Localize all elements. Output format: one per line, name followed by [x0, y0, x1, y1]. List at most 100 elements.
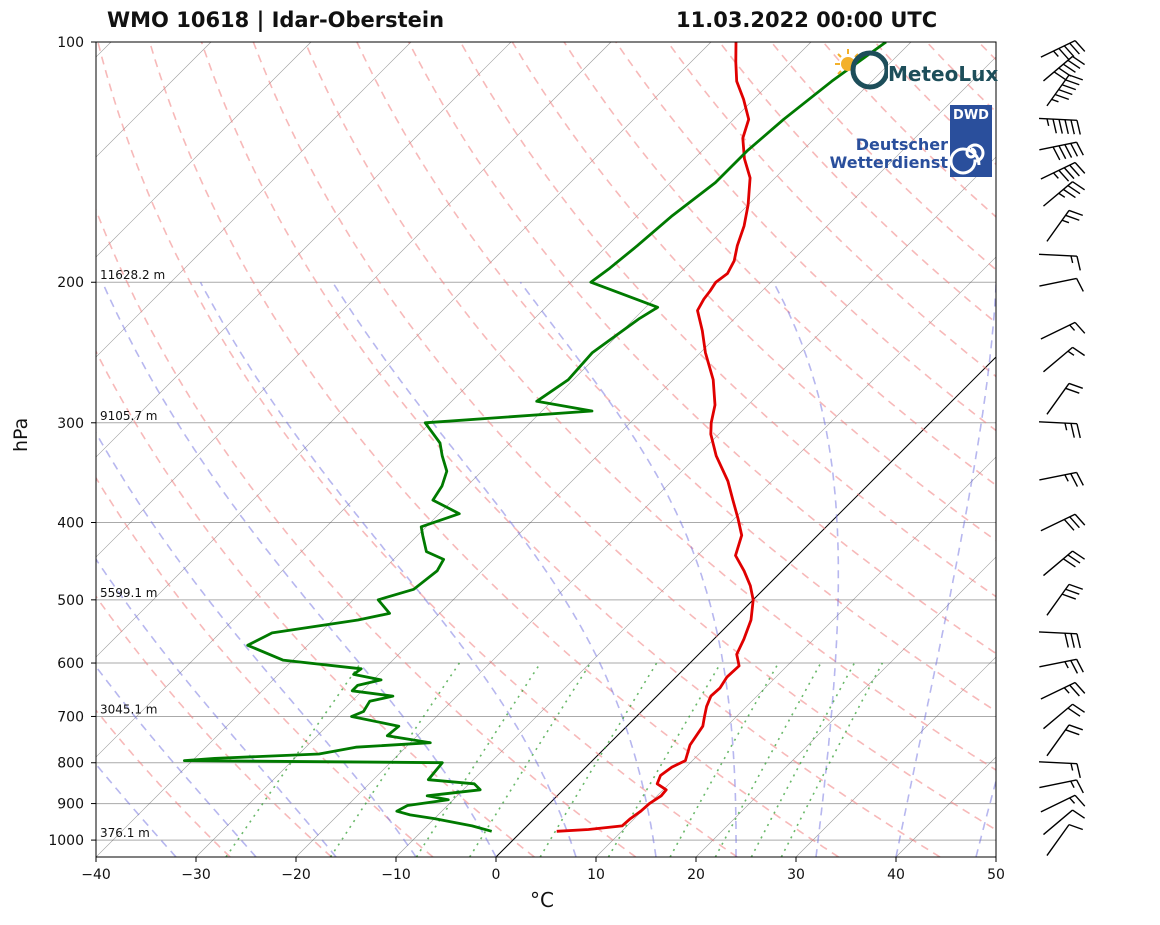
wind-barb-staff: [1038, 253, 1078, 257]
isotherm: [96, 42, 512, 458]
dry-adiabat: [304, 42, 996, 771]
x-tick-label: 0: [492, 867, 501, 883]
y-tick-label: 600: [57, 656, 84, 672]
wind-barb-flag: [1054, 93, 1070, 101]
wind-barb-flag: [1074, 794, 1086, 807]
x-tick-label: 50: [987, 867, 1005, 883]
wind-barb-flag: [1064, 633, 1069, 648]
wind-barb-flag: [1058, 145, 1067, 160]
wind-barb-half: [1058, 192, 1066, 198]
wind-barb-flag: [1069, 684, 1080, 697]
wind-barb-flag: [1063, 45, 1075, 58]
wind-barb-staff: [1043, 181, 1073, 207]
mixing-ratio-line: [469, 662, 592, 857]
wind-barb-staff: [1038, 631, 1078, 635]
wind-barb-staff: [1040, 681, 1076, 700]
wind-barb-flag: [1058, 119, 1063, 134]
wind-barb-flag: [1075, 658, 1084, 673]
wind-barb-flag: [1061, 593, 1077, 600]
wind-barb-flag: [1072, 346, 1086, 357]
wind-barb-flag: [1072, 181, 1086, 191]
wind-barb-flag: [1074, 682, 1086, 694]
x-tick-label: −20: [281, 867, 311, 883]
x-tick-label: −40: [81, 867, 111, 883]
isotherm: [96, 42, 612, 558]
dry-adiabat: [252, 42, 996, 831]
wind-barb-half: [1052, 50, 1059, 57]
y-tick-label: 900: [57, 797, 84, 813]
temperature-trace: [556, 42, 755, 833]
wind-barb-flag: [1068, 724, 1084, 731]
wind-barb-half: [1070, 780, 1075, 788]
wind-barb-half: [1070, 255, 1074, 264]
wind-barb: [1038, 761, 1081, 779]
sun-icon: [835, 49, 888, 90]
y-tick-label: 800: [57, 756, 84, 772]
wind-barb-flag: [1075, 278, 1084, 292]
moist-adiabat: [975, 777, 996, 857]
wind-barb: [1039, 277, 1084, 292]
wind-barb-flag: [1072, 809, 1086, 819]
dry-adiabat: [407, 42, 996, 655]
wind-barb-flag: [1067, 554, 1081, 564]
dry-adiabat: [96, 349, 535, 857]
x-axis-label: °C: [530, 888, 554, 912]
wind-barb-staff: [1038, 761, 1078, 765]
wind-barb-half: [1051, 98, 1059, 103]
dry-adiabat: [1134, 42, 1160, 857]
dry-adiabat: [1082, 42, 1160, 857]
wind-barb-flag: [1069, 164, 1080, 177]
isotherm: [96, 42, 312, 258]
chart-title-station: WMO 10618 | Idar-Oberstein: [107, 8, 445, 32]
wind-barb: [1046, 209, 1084, 242]
wind-barb: [1040, 513, 1086, 532]
wind-barb-staff: [1043, 809, 1073, 836]
wind-barb-flag: [1064, 144, 1073, 158]
moist-adiabat: [895, 282, 996, 857]
wind-barb-staff: [1040, 794, 1076, 813]
wind-barb-half: [1064, 661, 1069, 669]
wind-barb-staff: [1040, 321, 1076, 340]
wind-barb-flag: [1065, 588, 1080, 595]
wind-barb-staff: [1040, 513, 1076, 532]
wind-barb: [1040, 794, 1086, 813]
isotherm: [495, 356, 996, 857]
dry-adiabat: [96, 709, 231, 857]
dry-adiabat: [96, 595, 333, 857]
dwd-line1: Deutscher: [855, 135, 948, 154]
wind-barb-flag: [1067, 184, 1081, 195]
plot-area: [96, 42, 1160, 857]
x-tick-label: −30: [181, 867, 211, 883]
x-tick-label: −10: [381, 867, 411, 883]
isotherm: [595, 456, 996, 857]
wind-barb-flag: [1068, 382, 1084, 389]
wind-barb-flag: [1058, 47, 1070, 60]
mixing-ratio-line: [714, 662, 822, 857]
isotherm: [195, 56, 996, 857]
wind-barb: [1038, 117, 1081, 135]
wind-barb: [1043, 346, 1086, 373]
plot-frame: [95, 41, 997, 858]
wind-barb-flag: [1058, 169, 1070, 182]
wind-barb-flag: [1065, 387, 1080, 394]
wind-barb-flag: [1074, 321, 1086, 334]
spiral-icon: [950, 143, 985, 175]
wind-barb: [1043, 809, 1086, 836]
wind-barb-staff: [1043, 55, 1073, 82]
dwd-emblem: DWD: [950, 105, 992, 177]
wind-barb: [1040, 321, 1086, 340]
wind-barb-flag: [1070, 473, 1079, 487]
dry-adiabat: [96, 207, 637, 857]
isotherm: [96, 42, 812, 758]
meteolux-logo: MeteoLux: [832, 46, 998, 94]
wind-barb-flag: [1061, 84, 1077, 91]
dry-adiabat: [148, 42, 840, 857]
wind-barb-flag: [1072, 550, 1086, 560]
wind-barb-staff: [1038, 117, 1078, 121]
wind-barb: [1039, 658, 1084, 674]
moist-adiabat: [96, 665, 257, 857]
dry-adiabat: [459, 42, 996, 598]
wind-barb-staff: [1046, 824, 1070, 856]
x-tick-label: 40: [887, 867, 905, 883]
mixing-ratio-line: [669, 662, 780, 857]
